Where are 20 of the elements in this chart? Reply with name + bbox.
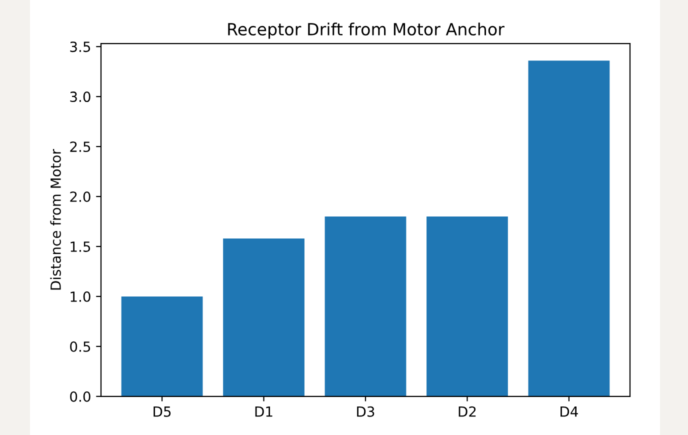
y-tick-label: 1.0 [70, 291, 90, 302]
bar [528, 60, 610, 396]
bar [324, 216, 406, 396]
y-tick-label: 3.5 [70, 42, 90, 52]
y-axis-title: Distance from Motor [50, 148, 61, 290]
x-tick-label: D5 [154, 406, 171, 417]
y-tick-label: 3.0 [70, 92, 90, 102]
y-tick-label: 2.5 [70, 142, 90, 152]
bar [121, 296, 203, 396]
x-tick-label: D4 [560, 406, 578, 417]
y-tick-label: 0.5 [70, 341, 90, 352]
y-tick-label: 2.0 [70, 191, 90, 202]
bar [223, 238, 304, 396]
y-tick-label: 0.0 [70, 391, 90, 402]
y-tick-label: 1.5 [70, 242, 90, 252]
x-tick-label: D1 [255, 406, 272, 417]
bar [426, 216, 508, 396]
chart-title: Receptor Drift from Motor Anchor [228, 22, 504, 39]
x-tick-label: D3 [357, 406, 374, 417]
x-tick-label: D2 [458, 406, 476, 417]
